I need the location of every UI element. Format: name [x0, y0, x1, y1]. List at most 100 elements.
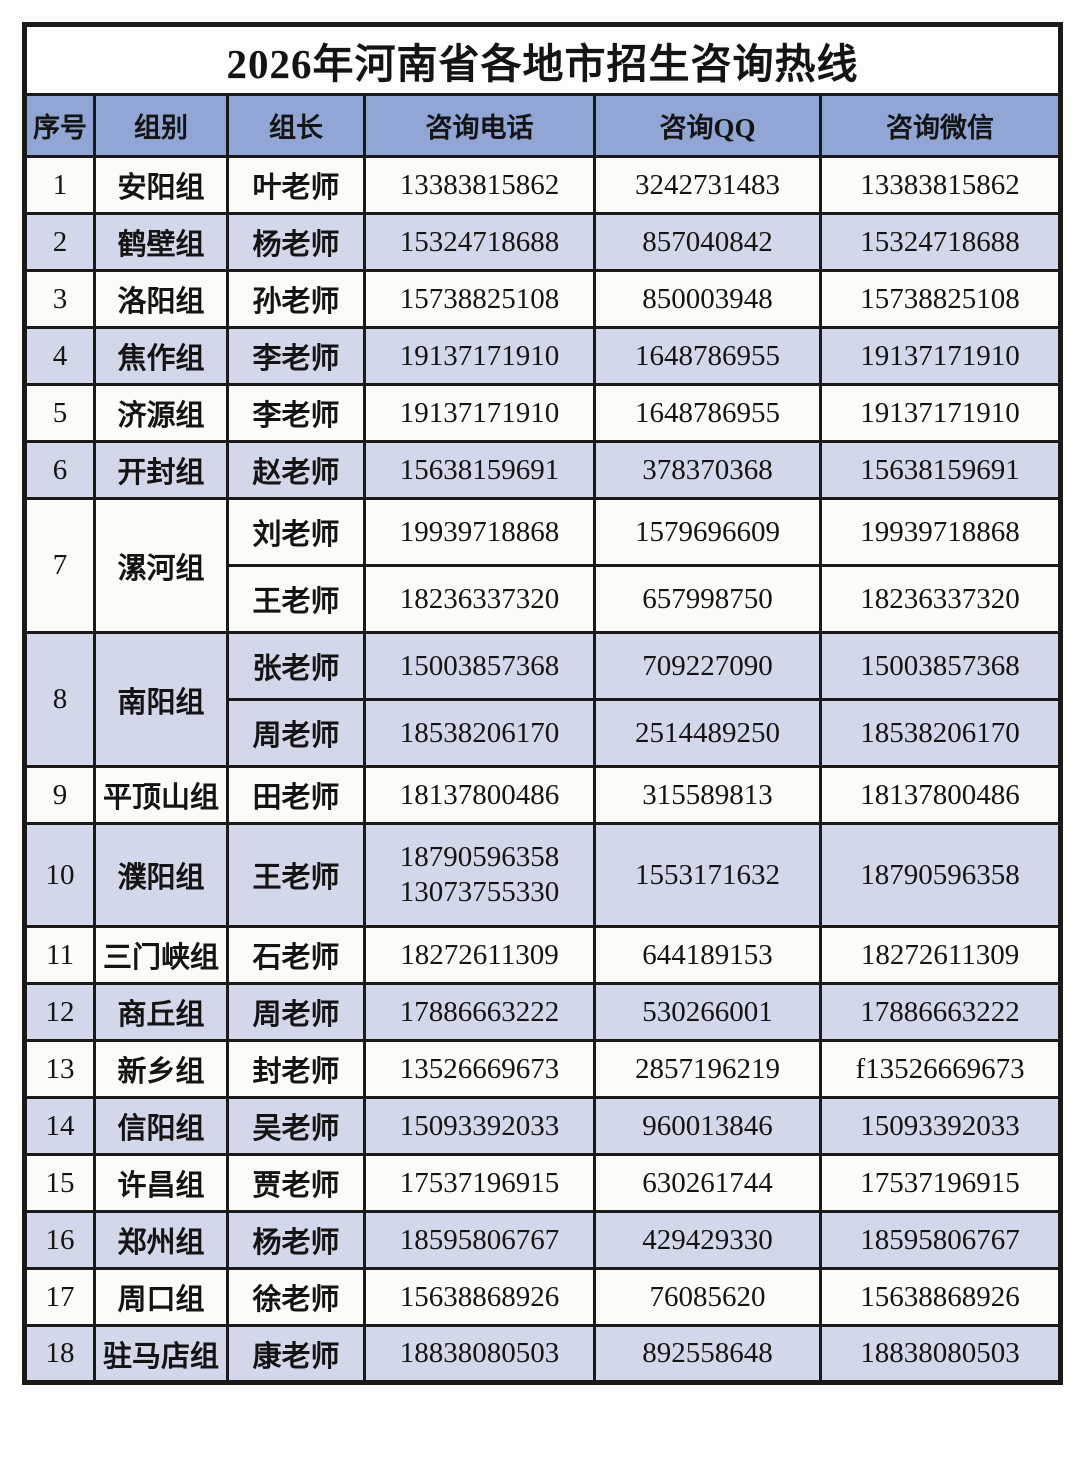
qq-cell: 2857196219 [593, 1039, 822, 1099]
leader-cell: 周老师 [226, 982, 366, 1042]
phone-cell: 15003857368 [363, 631, 596, 701]
wechat-cell: 19137171910 [818, 326, 1063, 386]
phone-line: 19137171910 [399, 396, 560, 429]
wechat-cell: 18595806767 [818, 1210, 1063, 1270]
phone-line: 18838080503 [399, 1337, 560, 1370]
wechat-cell: 18790596358 [818, 822, 1063, 928]
group-cell: 开封组 [93, 440, 229, 500]
row-number-cell: 2 [23, 212, 96, 272]
qq-cell: 315589813 [593, 765, 822, 825]
col-header-wechat: 咨询微信 [818, 93, 1063, 158]
phone-cell: 18137800486 [363, 765, 596, 825]
phone-cell: 18538206170 [363, 698, 596, 768]
qq-cell: 1553171632 [593, 822, 822, 928]
qq-cell: 644189153 [593, 925, 822, 985]
wechat-cell: 15324718688 [818, 212, 1063, 272]
page: 2026年河南省各地市招生咨询热线 序号 组别 组长 咨询电话 咨询QQ 咨询微… [22, 22, 1064, 1385]
qq-cell: 709227090 [593, 631, 822, 701]
leader-cell: 赵老师 [226, 440, 366, 500]
group-cell: 济源组 [93, 383, 229, 443]
phone-line: 18538206170 [399, 716, 560, 749]
row-number-cell: 9 [23, 765, 96, 825]
leader-cell: 李老师 [226, 383, 366, 443]
table-row: 7 漯河组 刘老师 19939718868 1579696609 19939718868 [23, 497, 1063, 634]
table-row: 3 洛阳组 孙老师 15738825108 850003948 15738825108 [23, 269, 1063, 329]
phone-line: 13073755330 [399, 876, 560, 908]
wechat-cell: 18236337320 [818, 564, 1063, 634]
table-row: 14 信阳组 吴老师 15093392033 960013846 15093392033 [23, 1096, 1063, 1156]
col-header-qq: 咨询QQ [593, 93, 822, 158]
group-cell: 漯河组 [93, 497, 229, 634]
phone-cell: 18272611309 [363, 925, 596, 985]
row-number-cell: 18 [23, 1324, 96, 1384]
phone-cell: 19137171910 [363, 383, 596, 443]
row-number-cell: 11 [23, 925, 96, 985]
phone-cell: 19137171910 [363, 326, 596, 386]
page-title: 2026年河南省各地市招生咨询热线 [22, 23, 1063, 96]
wechat-cell: 18538206170 [818, 698, 1063, 768]
leader-cell: 李老师 [226, 326, 366, 386]
wechat-cell: 15638159691 [818, 440, 1063, 500]
phone-cell: 13526669673 [363, 1039, 596, 1099]
table-row: 11 三门峡组 石老师 18272611309 644189153 18272611309 [23, 925, 1063, 985]
group-cell: 平顶山组 [93, 765, 229, 825]
group-cell: 濮阳组 [93, 822, 229, 928]
phone-cell: 18236337320 [363, 564, 596, 634]
row-number-cell: 15 [23, 1153, 96, 1213]
row-number-cell: 1 [23, 155, 96, 215]
table-header-row: 序号 组别 组长 咨询电话 咨询QQ 咨询微信 [23, 93, 1063, 158]
col-header-index: 序号 [23, 93, 96, 158]
leader-cell: 杨老师 [226, 1210, 366, 1270]
group-cell: 驻马店组 [93, 1324, 229, 1384]
row-number-cell: 7 [23, 497, 96, 634]
phone-cell: 15093392033 [363, 1096, 596, 1156]
row-number-cell: 14 [23, 1096, 96, 1156]
qq-cell: 657998750 [593, 564, 822, 634]
table-row: 6 开封组 赵老师 15638159691 378370368 15638159691 [23, 440, 1063, 500]
qq-cell: 857040842 [593, 212, 822, 272]
wechat-cell: 18272611309 [818, 925, 1063, 985]
wechat-cell: 18137800486 [818, 765, 1063, 825]
table-row: 13 新乡组 封老师 13526669673 2857196219 f1352666967… [23, 1039, 1063, 1099]
leader-cell: 叶老师 [226, 155, 366, 215]
qq-cell: 1579696609 [593, 497, 822, 567]
phone-cell: 18790596358 13073755330 [363, 822, 596, 928]
row-number-cell: 17 [23, 1267, 96, 1327]
phone-line: 15003857368 [399, 649, 560, 682]
group-cell: 鹤壁组 [93, 212, 229, 272]
phone-line: 15638159691 [399, 453, 560, 486]
col-header-phone: 咨询电话 [363, 93, 596, 158]
phone-line: 18236337320 [399, 582, 560, 615]
table-row: 王老师 18236337320 657998750 18236337320 [24, 564, 1063, 634]
phone-line: 18137800486 [399, 778, 560, 811]
table-row: 15 许昌组 贾老师 17537196915 630261744 17537196915 [23, 1153, 1063, 1213]
leader-cell: 王老师 [226, 822, 366, 928]
phone-cell: 17537196915 [363, 1153, 596, 1213]
qq-cell: 960013846 [593, 1096, 822, 1156]
table-row: 10 濮阳组 王老师 18790596358 13073755330 1553171632… [23, 822, 1063, 928]
leader-cell: 杨老师 [226, 212, 366, 272]
qq-cell: 3242731483 [593, 155, 822, 215]
qq-cell: 1648786955 [593, 326, 822, 386]
group-cell: 南阳组 [93, 631, 229, 768]
phone-line: 19137171910 [399, 339, 560, 372]
wechat-cell: 17886663222 [818, 982, 1063, 1042]
phone-cell: 18838080503 [363, 1324, 596, 1384]
leader-cell: 周老师 [226, 698, 366, 768]
hotline-table: 2026年河南省各地市招生咨询热线 序号 组别 组长 咨询电话 咨询QQ 咨询微… [22, 22, 1064, 1385]
leader-cell: 张老师 [226, 631, 366, 701]
group-cell: 焦作组 [93, 326, 229, 386]
wechat-cell: 15738825108 [818, 269, 1063, 329]
leader-cell: 田老师 [226, 765, 366, 825]
qq-cell: 630261744 [593, 1153, 822, 1213]
phone-line: 13526669673 [399, 1052, 560, 1085]
phone-line: 13383815862 [399, 168, 560, 201]
phone-line: 19939718868 [399, 515, 560, 548]
wechat-cell: 15003857368 [818, 631, 1063, 701]
row-number-cell: 4 [23, 326, 96, 386]
wechat-cell: 18838080503 [818, 1324, 1063, 1384]
row-number-cell: 16 [23, 1210, 96, 1270]
phone-cell: 15324718688 [363, 212, 596, 272]
table-row: 5 济源组 李老师 19137171910 1648786955 19137171910 [23, 383, 1063, 443]
wechat-cell: 17537196915 [818, 1153, 1063, 1213]
